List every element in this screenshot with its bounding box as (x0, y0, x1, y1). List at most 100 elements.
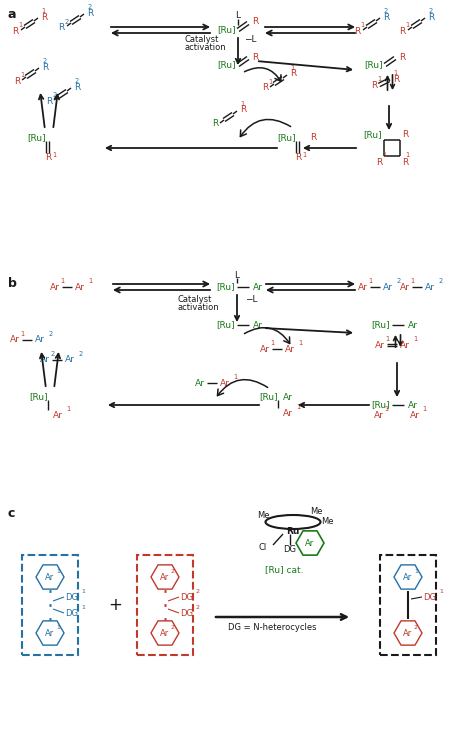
Text: R: R (402, 158, 408, 167)
Text: Ar: Ar (410, 410, 420, 419)
Text: Ar: Ar (400, 282, 410, 291)
Text: Ar: Ar (35, 335, 45, 344)
Text: 1: 1 (81, 589, 85, 594)
Text: 1: 1 (439, 589, 443, 594)
Text: Ar: Ar (160, 572, 170, 582)
Text: R: R (310, 133, 316, 142)
Text: 2: 2 (196, 589, 200, 594)
Text: Ar: Ar (65, 355, 75, 364)
Text: 2: 2 (42, 58, 46, 64)
Text: [Ru]: [Ru] (29, 393, 48, 402)
Text: 1: 1 (360, 22, 364, 28)
Text: 1: 1 (20, 72, 24, 78)
Text: R: R (399, 27, 405, 36)
Text: R: R (252, 52, 258, 62)
Text: R: R (42, 63, 48, 72)
Text: Me: Me (257, 510, 270, 519)
Text: 2: 2 (438, 278, 442, 284)
Text: 1: 1 (270, 340, 274, 346)
Text: 2: 2 (74, 78, 78, 84)
Text: Ar: Ar (253, 320, 263, 329)
Text: 1: 1 (81, 605, 85, 610)
Text: DG: DG (180, 609, 193, 618)
Text: 1: 1 (268, 79, 272, 85)
Text: [Ru]: [Ru] (218, 25, 236, 34)
Text: DG: DG (65, 592, 78, 601)
Text: 1: 1 (384, 406, 388, 412)
Text: Ar: Ar (195, 378, 205, 387)
Text: 2: 2 (383, 8, 387, 14)
Text: [Ru]: [Ru] (259, 393, 278, 402)
Text: 1: 1 (20, 331, 24, 337)
Text: 2: 2 (64, 19, 68, 25)
Text: R: R (240, 106, 246, 115)
Text: −L: −L (245, 294, 257, 303)
Text: 1: 1 (290, 65, 294, 71)
Text: Ar: Ar (400, 340, 410, 349)
Text: R: R (45, 153, 51, 162)
Text: R: R (74, 83, 80, 92)
Text: [Ru]: [Ru] (27, 133, 46, 142)
Text: DG: DG (65, 609, 78, 618)
Text: Ar: Ar (260, 344, 270, 353)
Text: R: R (402, 130, 408, 139)
Text: [Ru]: [Ru] (371, 320, 390, 329)
Text: 1: 1 (60, 278, 64, 284)
Text: 1: 1 (422, 406, 426, 412)
Text: 1: 1 (377, 76, 381, 82)
Text: R: R (262, 83, 268, 92)
FancyArrowPatch shape (218, 380, 268, 396)
Text: Ar: Ar (75, 282, 85, 291)
Text: Ar: Ar (253, 282, 263, 291)
Text: Ru: Ru (286, 527, 300, 536)
Text: [Ru]: [Ru] (216, 320, 235, 329)
Text: Ar: Ar (408, 401, 418, 410)
Text: R: R (41, 13, 47, 22)
Text: DG: DG (423, 592, 436, 601)
Text: Ar: Ar (285, 344, 295, 353)
Text: R: R (46, 97, 52, 106)
Text: Ar: Ar (46, 572, 55, 582)
Text: 1: 1 (385, 336, 389, 342)
Text: 2: 2 (414, 625, 418, 630)
Text: Ar: Ar (403, 572, 413, 582)
Text: Ar: Ar (283, 408, 293, 417)
Text: activation: activation (185, 43, 227, 52)
Text: [Ru]: [Ru] (277, 133, 296, 142)
Text: R: R (428, 13, 434, 22)
Text: R: R (14, 77, 20, 86)
Text: R: R (212, 119, 218, 128)
Text: 1: 1 (240, 101, 244, 107)
Text: DG: DG (283, 545, 297, 554)
Text: 1: 1 (52, 152, 56, 158)
Text: 2: 2 (171, 569, 175, 574)
Text: 1: 1 (41, 8, 45, 14)
Text: 2: 2 (48, 331, 52, 337)
Text: [Ru]: [Ru] (216, 282, 235, 291)
Text: R: R (376, 158, 382, 167)
Text: Ar: Ar (375, 340, 385, 349)
Text: b: b (8, 277, 17, 290)
Text: 1: 1 (233, 374, 237, 380)
Text: a: a (8, 8, 17, 21)
Text: Ar: Ar (408, 320, 418, 329)
Text: 1: 1 (405, 152, 409, 158)
Text: 2: 2 (196, 605, 200, 610)
Text: 1: 1 (405, 22, 409, 28)
Text: Ar: Ar (374, 410, 384, 419)
Text: L: L (235, 270, 239, 279)
Text: c: c (8, 507, 15, 520)
Text: Ar: Ar (305, 539, 315, 548)
Text: Catalyst: Catalyst (178, 294, 212, 303)
Text: R: R (12, 27, 18, 36)
Text: R: R (252, 17, 258, 27)
Text: 2: 2 (78, 351, 82, 357)
Text: activation: activation (178, 302, 219, 311)
Text: R: R (383, 13, 389, 22)
Text: Ar: Ar (46, 629, 55, 638)
Text: Me: Me (310, 507, 322, 516)
Text: Ar: Ar (160, 629, 170, 638)
Text: R: R (371, 80, 377, 89)
Text: [Ru]: [Ru] (218, 60, 236, 69)
Text: 1: 1 (298, 340, 302, 346)
